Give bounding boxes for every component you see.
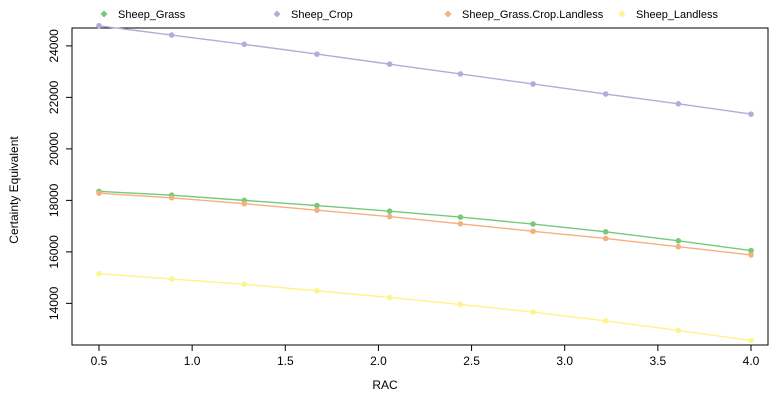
legend-item: Sheep_Grass [100,9,186,21]
legend-marker [100,10,108,18]
y-tick-label: 18000 [47,183,61,217]
data-point [96,270,102,277]
data-point [168,276,175,282]
x-axis: 0.5 1.0 1.5 2.0 2.5 3.0 3.5 4.0 [91,345,760,368]
data-point [675,101,682,107]
x-axis-label: RAC [372,378,398,392]
data-point [748,252,754,258]
data-point [457,301,464,308]
series-group [96,190,754,258]
series-group [96,270,754,344]
data-point [241,41,248,48]
y-axis-label: Certainty Equivalent [7,136,21,244]
data-point [241,281,248,288]
legend-marker [444,10,452,18]
data-point [530,81,536,87]
data-point [602,91,609,97]
x-tick-label: 1.5 [277,354,294,368]
x-tick-label: 4.0 [743,354,760,368]
data-point [675,327,682,334]
x-tick-label: 2.0 [370,354,387,368]
series-line [98,25,752,115]
data-point [675,238,682,244]
x-tick-label: 2.5 [463,354,480,368]
series-group [96,22,754,117]
x-tick-label: 3.5 [650,354,667,368]
legend-item: Sheep_Grass.Crop.Landless [444,9,604,21]
data-point [96,22,102,29]
data-point [748,111,754,117]
data-point [314,202,320,209]
data-point [241,200,248,207]
series-layer [96,22,754,344]
data-point [748,247,754,254]
legend-label: Sheep_Grass.Crop.Landless [462,9,604,21]
data-point [168,195,175,201]
y-tick-label: 22000 [47,80,61,114]
data-point [314,287,320,294]
y-tick-label: 20000 [47,132,61,166]
x-tick-label: 0.5 [91,354,108,368]
legend: Sheep_Grass Sheep_Crop Sheep_Grass.Crop.La… [100,9,718,21]
data-point [386,294,393,301]
y-tick-label: 16000 [47,235,61,269]
data-point [748,337,754,344]
data-point [602,228,609,235]
legend-item: Sheep_Crop [273,9,353,21]
legend-marker [618,10,626,18]
x-tick-label: 3.0 [556,354,573,368]
data-point [457,71,464,77]
legend-label: Sheep_Landless [636,9,718,21]
data-point [530,221,536,227]
plot-area-frame [71,27,769,346]
x-tick-label: 1.0 [184,354,201,368]
data-point [530,309,536,315]
data-point [602,235,609,242]
y-tick-label: 24000 [47,29,61,63]
legend-label: Sheep_Grass [118,9,186,21]
data-point [602,318,609,324]
data-point [386,208,393,214]
legend-label: Sheep_Crop [291,9,353,21]
legend-item: Sheep_Landless [618,9,718,21]
y-tick-label: 14000 [47,286,61,320]
legend-marker [273,10,281,18]
data-point [386,61,393,67]
data-point [386,213,393,220]
data-point [530,228,536,235]
data-point [314,51,320,57]
series-line [98,192,752,256]
series-line [98,190,752,252]
data-point [314,207,320,213]
y-axis: 14000 16000 18000 20000 22000 24000 [47,29,72,320]
data-point [457,221,464,227]
data-point [457,214,464,220]
data-point [168,32,175,38]
series-line [98,273,752,342]
data-point [675,243,682,250]
data-point [96,190,102,196]
